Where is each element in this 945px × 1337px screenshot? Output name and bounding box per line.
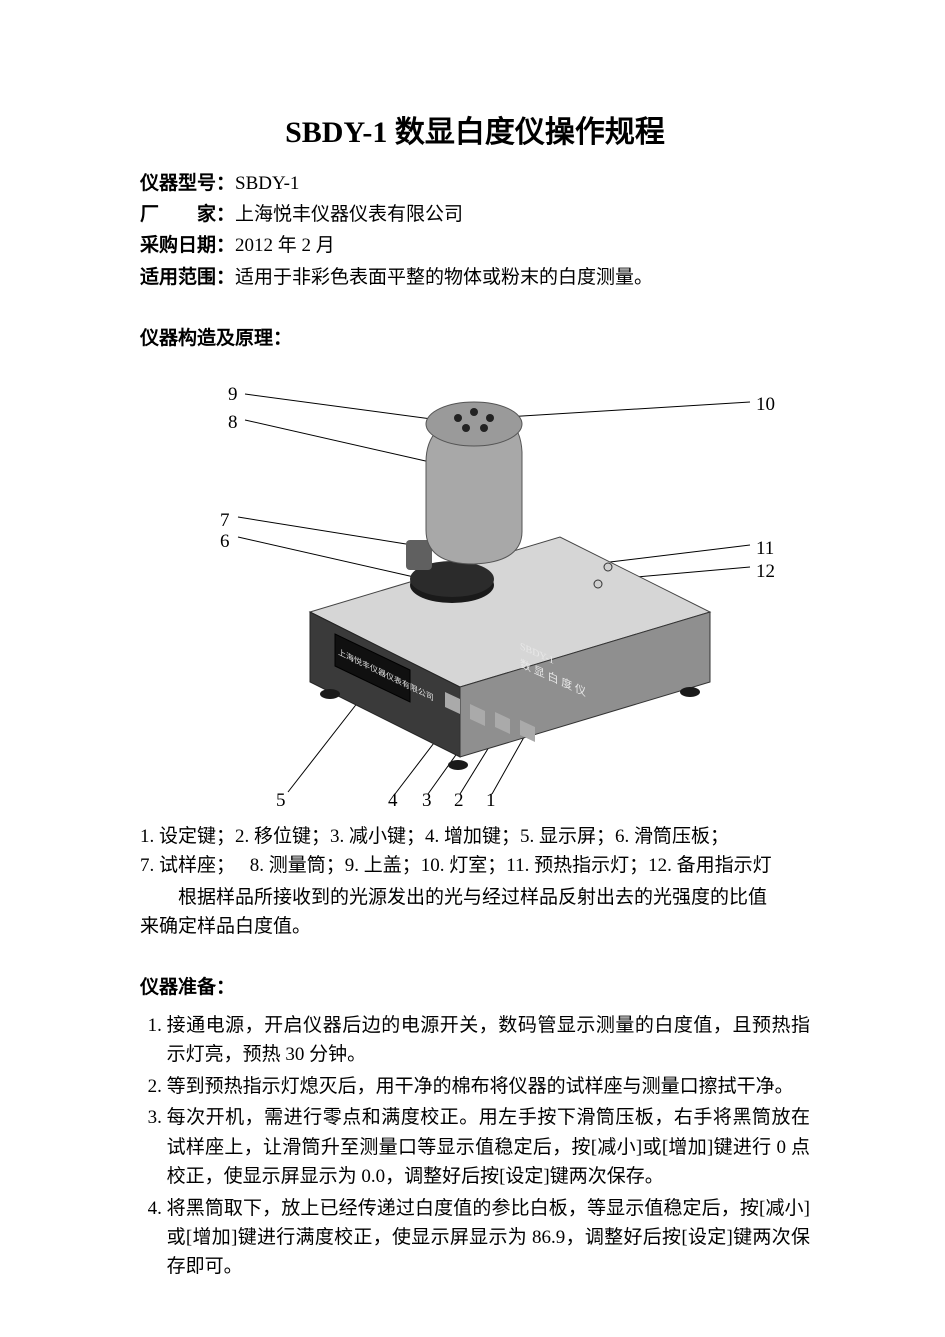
meta-vendor-value: 上海悦丰仪器仪表有限公司 (235, 204, 463, 225)
meta-model: 仪器型号：SBDY-1 (140, 169, 810, 198)
meta-purchase-value: 2012 年 2 月 (235, 235, 335, 256)
callout-4: 4 (388, 786, 398, 815)
callout-8: 8 (228, 408, 238, 437)
legend-line-1: 1. 设定键；2. 移位键；3. 减小键；4. 增加键；5. 显示屏；6. 滑筒… (140, 822, 810, 851)
instrument-diagram: SBDY-1 数 显 白 度 仪 上海悦丰仪器仪表有限公司 9 8 7 6 10… (190, 362, 810, 812)
meta-scope-value: 适用于非彩色表面平整的物体或粉末的白度测量。 (235, 267, 653, 288)
meta-scope: 适用范围：适用于非彩色表面平整的物体或粉末的白度测量。 (140, 263, 810, 292)
meta-purchase: 采购日期：2012 年 2 月 (140, 231, 810, 260)
meta-scope-label: 适用范围： (140, 267, 235, 288)
meta-vendor: 厂 家：上海悦丰仪器仪表有限公司 (140, 200, 810, 229)
meta-model-value: SBDY-1 (235, 173, 299, 194)
callout-12: 12 (756, 557, 775, 586)
prep-item: 等到预热指示灯熄灭后，用干净的棉布将仪器的试样座与测量口擦拭干净。 (167, 1072, 810, 1101)
callout-2: 2 (454, 786, 464, 815)
legend-line-2: 7. 试样座； 8. 测量筒；9. 上盖；10. 灯室；11. 预热指示灯；12… (140, 851, 810, 880)
callout-10: 10 (756, 390, 775, 419)
diagram-callout-labels: 9 8 7 6 10 11 12 5 4 3 2 1 (190, 362, 810, 812)
prep-list: 接通电源，开启仪器后边的电源开关，数码管显示测量的白度值，且预热指示灯亮，预热 … (140, 1011, 810, 1282)
heading-prep: 仪器准备： (140, 973, 810, 1002)
meta-purchase-label: 采购日期： (140, 235, 235, 256)
page-title: SBDY-1 数显白度仪操作规程 (140, 110, 810, 157)
callout-5: 5 (276, 786, 286, 815)
prep-item: 接通电源，开启仪器后边的电源开关，数码管显示测量的白度值，且预热指示灯亮，预热 … (167, 1011, 810, 1070)
diagram-legend: 1. 设定键；2. 移位键；3. 减小键；4. 增加键；5. 显示屏；6. 滑筒… (140, 822, 810, 881)
principle-line-2: 来确定样品白度值。 (140, 912, 810, 941)
principle-line-1: 根据样品所接收到的光源发出的光与经过样品反射出去的光强度的比值 (140, 883, 810, 912)
meta-model-label: 仪器型号： (140, 173, 235, 194)
callout-9: 9 (228, 380, 238, 409)
callout-3: 3 (422, 786, 432, 815)
callout-6: 6 (220, 527, 230, 556)
prep-item: 将黑筒取下，放上已经传递过白度值的参比白板，等显示值稳定后，按[减小]或[增加]… (167, 1194, 810, 1282)
meta-vendor-label: 厂 家： (140, 204, 235, 225)
prep-item: 每次开机，需进行零点和满度校正。用左手按下滑筒压板，右手将黑筒放在试样座上，让滑… (167, 1103, 810, 1191)
heading-structure: 仪器构造及原理： (140, 324, 810, 353)
callout-1: 1 (486, 786, 496, 815)
